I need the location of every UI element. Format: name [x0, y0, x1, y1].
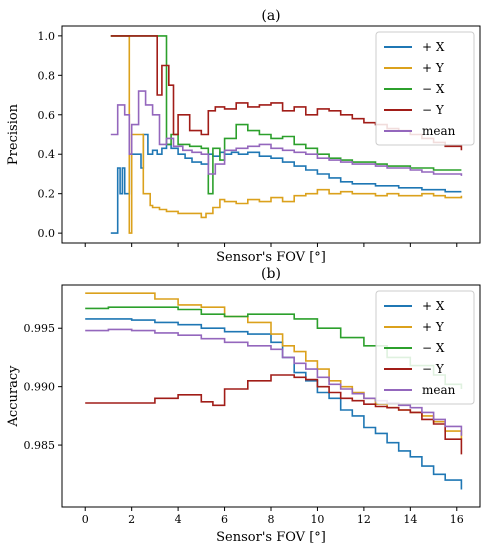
- x-tick-label-b: 0: [82, 513, 89, 526]
- y-axis-label-b: Accuracy: [6, 365, 21, 428]
- accuracy-chart: (b) 0 2 4 6 8 10 12 14 16 0.985 0.990 0.995 Sensor'…: [6, 266, 481, 545]
- legend-label-b: − Y: [422, 362, 445, 376]
- y-tick-label-a: 0.6: [38, 109, 56, 122]
- legend-label-b: − X: [422, 341, 445, 355]
- x-tick-label-b: 12: [357, 513, 371, 526]
- legend-label-a: mean: [422, 124, 456, 138]
- y-tick-label-a: 1.0: [38, 30, 56, 43]
- series-line-b-0: [85, 318, 463, 490]
- legend-a: + X + Y − X − Y mean: [375, 31, 475, 146]
- legend-label-a: + Y: [422, 61, 445, 75]
- x-tick-label-b: 10: [310, 513, 324, 526]
- x-tick-label-b: 16: [450, 513, 464, 526]
- series-line-a-4: [110, 90, 463, 176]
- series-line-b-4: [85, 328, 463, 436]
- precision-chart: (a) 0.00.20.40.60.81.0 Sensor's FOV [°] …: [6, 8, 481, 265]
- legend-box-a: [375, 31, 475, 146]
- legend-label-a: − Y: [422, 103, 445, 117]
- legend-label-a: − X: [422, 82, 445, 96]
- legend-label-b: mean: [422, 383, 456, 397]
- chart-title-b: (b): [261, 266, 281, 282]
- legend-label-b: + X: [422, 299, 445, 313]
- legend-label-a: + X: [422, 40, 445, 54]
- x-axis-label-b: Sensor's FOV [°]: [216, 530, 326, 545]
- ticks-a: 0.0 0.2 0.4 0.6 0.8 1.0: [38, 30, 458, 247]
- y-tick-label-b: 0.990: [24, 381, 56, 394]
- y-tick-label-a: 0.0: [38, 227, 56, 240]
- y-tick-label-a: 0.4: [38, 148, 56, 161]
- series-line-a-0: [110, 133, 462, 234]
- y-tick-label-b: 0.995: [24, 322, 56, 335]
- chart-title-a: (a): [261, 8, 280, 24]
- legend-label-b: + Y: [422, 320, 445, 334]
- y-tick-label-b: 0.985: [24, 439, 56, 452]
- x-tick-label-b: 14: [403, 513, 417, 526]
- ticks-b: 0 2 4 6 8 10 12 14 16 0.985 0.990 0.995: [24, 322, 464, 526]
- x-axis-label-a: Sensor's FOV [°]: [216, 250, 326, 265]
- x-tick-label-b: 4: [175, 513, 182, 526]
- y-tick-label-a: 0.2: [38, 188, 56, 201]
- y-axis-label-a: Precision: [6, 103, 21, 165]
- x-tick-label-b: 6: [221, 513, 228, 526]
- series-line-b-3: [85, 374, 463, 455]
- x-tick-label-b: 8: [268, 513, 275, 526]
- series-line-a-1: [110, 35, 463, 234]
- series-line-a-2: [110, 35, 462, 195]
- y-tick-label-a: 0.8: [38, 69, 56, 82]
- legend-box-b: [375, 290, 475, 405]
- legend-b: + X + Y − X − Y mean: [375, 290, 475, 405]
- x-tick-label-b: 2: [128, 513, 135, 526]
